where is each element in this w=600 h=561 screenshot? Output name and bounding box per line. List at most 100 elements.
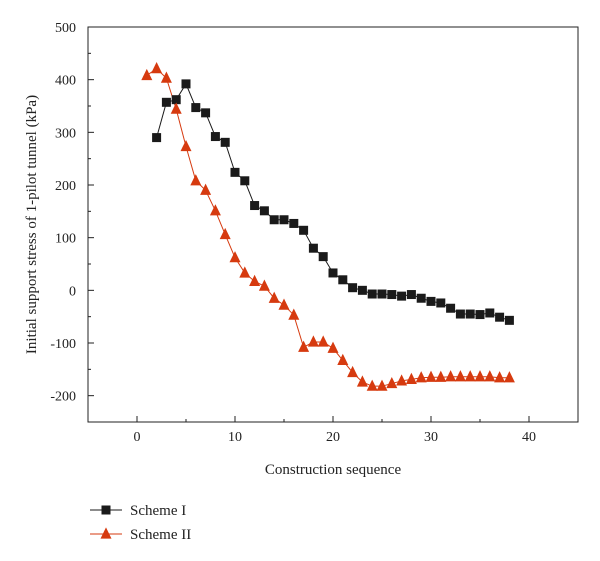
x-tick-label: 20: [326, 430, 340, 445]
data-point-scheme-2: [307, 335, 319, 347]
x-tick-label: 40: [522, 430, 536, 445]
data-point-scheme-1: [338, 275, 348, 285]
x-tick-label: 0: [134, 430, 141, 445]
data-point-scheme-1: [475, 310, 485, 320]
data-point-scheme-1: [416, 293, 426, 303]
data-point-scheme-1: [152, 133, 162, 143]
data-point-scheme-1: [220, 137, 230, 147]
data-point-scheme-2: [288, 308, 300, 320]
data-point-scheme-2: [209, 204, 221, 216]
data-point-scheme-1: [259, 206, 269, 216]
data-point-scheme-1: [465, 309, 475, 319]
y-tick-label: 200: [55, 179, 76, 194]
data-point-scheme-2: [160, 71, 172, 83]
data-point-scheme-1: [426, 296, 436, 306]
data-point-scheme-2: [278, 298, 290, 310]
data-point-scheme-2: [405, 372, 417, 384]
legend-label-scheme-1: Scheme I: [130, 503, 186, 519]
data-point-scheme-2: [386, 376, 398, 389]
data-point-scheme-2: [376, 379, 388, 391]
legend: Scheme I Scheme II: [90, 503, 191, 543]
data-point-scheme-1: [397, 291, 407, 301]
data-point-scheme-1: [230, 167, 240, 177]
legend-item-scheme-2: Scheme II: [90, 527, 191, 543]
data-point-scheme-2: [219, 227, 231, 240]
data-point-scheme-2: [435, 370, 447, 382]
data-point-scheme-1: [377, 289, 387, 299]
y-tick-label: -200: [50, 390, 76, 405]
data-point-scheme-1: [171, 95, 181, 105]
y-tick-label: 500: [55, 21, 76, 36]
legend-marker-scheme-2: [100, 527, 112, 539]
data-point-scheme-2: [141, 68, 153, 81]
y-tick-label: 400: [55, 74, 76, 89]
data-point-scheme-2: [425, 370, 437, 382]
data-point-scheme-1: [436, 298, 446, 308]
data-point-scheme-1: [299, 225, 309, 235]
data-point-scheme-1: [455, 309, 465, 319]
y-tick-label: -100: [50, 337, 76, 352]
data-point-scheme-1: [367, 289, 377, 299]
legend-item-scheme-1: Scheme I: [90, 503, 186, 519]
data-point-scheme-1: [240, 176, 250, 186]
data-point-scheme-2: [347, 365, 359, 378]
data-point-scheme-1: [181, 79, 191, 89]
data-point-scheme-2: [454, 370, 466, 382]
x-tick-label: 30: [424, 430, 438, 445]
data-point-scheme-2: [474, 370, 486, 382]
y-tick-label: 300: [55, 126, 76, 141]
x-axis-label: Construction sequence: [265, 462, 402, 478]
legend-marker-scheme-1: [101, 505, 111, 515]
data-point-scheme-1: [504, 315, 514, 325]
data-point-scheme-2: [151, 62, 163, 74]
data-point-scheme-1: [191, 103, 201, 113]
data-point-scheme-2: [268, 291, 280, 303]
data-point-scheme-1: [485, 308, 495, 318]
plot-frame: [87, 26, 579, 423]
x-axis-ticks: 0 10 20 30 40: [87, 416, 579, 445]
data-point-scheme-1: [210, 132, 220, 142]
data-point-scheme-1: [446, 303, 456, 313]
data-point-scheme-2: [317, 335, 329, 347]
y-axis-label: Initial support stress of 1-pilot tunnel…: [24, 95, 40, 354]
data-point-scheme-2: [180, 139, 192, 152]
data-point-scheme-1: [348, 283, 358, 293]
data-point-scheme-2: [503, 371, 515, 383]
data-point-scheme-2: [327, 341, 339, 353]
data-point-scheme-2: [170, 102, 182, 114]
series-markers: [141, 62, 515, 391]
data-point-scheme-1: [387, 290, 397, 300]
data-point-scheme-2: [445, 370, 457, 382]
data-point-scheme-2: [494, 371, 506, 383]
series-line-scheme-1: [156, 82, 510, 321]
y-tick-label: 0: [69, 284, 76, 299]
data-point-scheme-1: [250, 201, 260, 211]
data-point-scheme-1: [289, 218, 299, 228]
data-point-scheme-2: [190, 174, 202, 186]
data-point-scheme-1: [357, 285, 367, 295]
data-point-scheme-1: [279, 215, 289, 225]
data-point-scheme-1: [328, 268, 338, 278]
data-point-scheme-2: [464, 370, 476, 382]
x-tick-label: 10: [228, 430, 242, 445]
data-point-scheme-2: [229, 251, 241, 263]
data-point-scheme-1: [406, 290, 416, 300]
data-point-scheme-2: [249, 274, 261, 286]
data-point-scheme-2: [200, 183, 212, 195]
data-point-scheme-2: [366, 379, 378, 391]
data-point-scheme-2: [258, 279, 270, 291]
data-point-scheme-2: [298, 340, 310, 352]
data-point-scheme-2: [356, 375, 368, 387]
data-point-scheme-1: [201, 108, 211, 118]
data-point-scheme-1: [308, 243, 318, 253]
data-point-scheme-1: [161, 97, 171, 107]
data-point-scheme-2: [337, 353, 349, 365]
legend-label-scheme-2: Scheme II: [130, 527, 191, 543]
data-point-scheme-2: [396, 374, 408, 386]
data-point-scheme-1: [318, 252, 328, 262]
y-tick-label: 100: [55, 232, 76, 247]
data-point-scheme-1: [495, 312, 505, 322]
y-axis-ticks: -200 -100 0 100 200 300 400 500: [50, 21, 94, 423]
data-point-scheme-2: [484, 370, 496, 382]
